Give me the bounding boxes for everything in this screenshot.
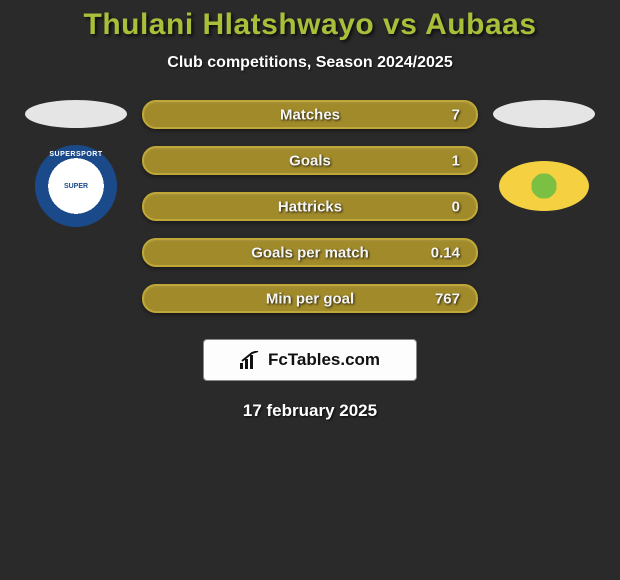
stat-value: 0	[452, 198, 460, 215]
stat-bar-matches: Matches 7	[142, 100, 478, 129]
badge-sun-icon	[529, 171, 559, 201]
brand-text: FcTables.com	[268, 350, 380, 370]
main-row: SUPER Matches 7 Goals 1 Hattricks 0 Goal…	[0, 100, 620, 313]
right-team-badge	[499, 148, 589, 224]
brand-box[interactable]: FcTables.com	[203, 339, 417, 381]
left-player-ellipse	[25, 100, 127, 128]
left-team-col: SUPER	[16, 100, 136, 224]
stat-value: 7	[452, 106, 460, 123]
stat-bar-goals: Goals 1	[142, 146, 478, 175]
left-team-badge: SUPER	[31, 148, 121, 224]
stat-label: Hattricks	[278, 198, 342, 215]
subtitle: Club competitions, Season 2024/2025	[0, 54, 620, 72]
stat-bar-gpm: Goals per match 0.14	[142, 238, 478, 267]
stat-label: Min per goal	[266, 290, 354, 307]
right-team-col	[484, 100, 604, 224]
date-text: 17 february 2025	[0, 401, 620, 421]
badge-inner-text: SUPER	[53, 163, 99, 209]
stat-value: 767	[435, 290, 460, 307]
stat-label: Goals per match	[251, 244, 369, 261]
stat-bar-hattricks: Hattricks 0	[142, 192, 478, 221]
stat-label: Goals	[289, 152, 331, 169]
stats-column: Matches 7 Goals 1 Hattricks 0 Goals per …	[136, 100, 484, 313]
stat-label: Matches	[280, 106, 340, 123]
stat-bar-mpg: Min per goal 767	[142, 284, 478, 313]
stat-value: 0.14	[431, 244, 460, 261]
sundowns-badge-icon	[499, 161, 589, 211]
chart-icon	[240, 351, 262, 369]
supersport-badge-icon: SUPER	[35, 145, 117, 227]
comparison-card: Thulani Hlatshwayo vs Aubaas Club compet…	[0, 0, 620, 421]
stat-value: 1	[452, 152, 460, 169]
right-player-ellipse	[493, 100, 595, 128]
page-title: Thulani Hlatshwayo vs Aubaas	[0, 8, 620, 42]
